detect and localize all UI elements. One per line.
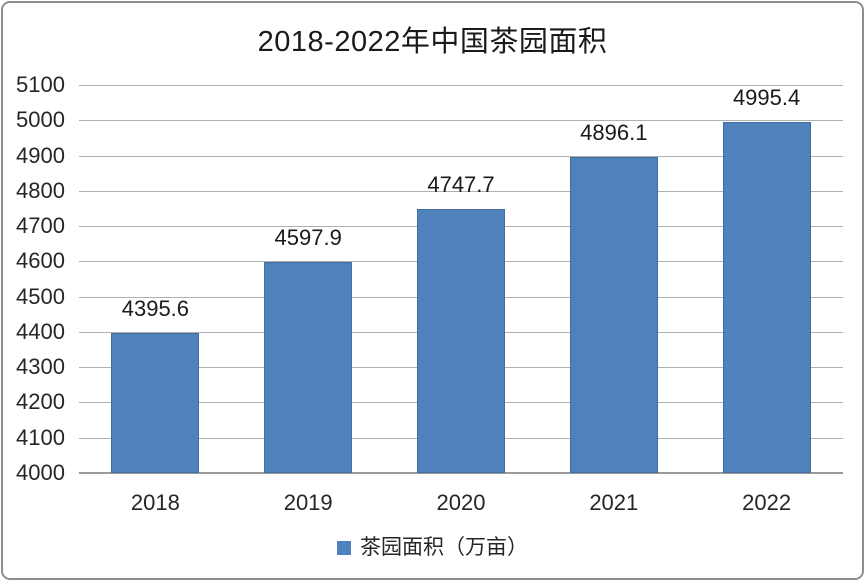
x-tick-label: 2022: [742, 490, 792, 515]
y-tick-label: 4600: [16, 248, 65, 274]
bar-2018: [111, 333, 200, 473]
y-tick-label: 4100: [16, 424, 65, 450]
y-tick-label: 5000: [16, 107, 65, 133]
x-tick-label: 2019: [283, 490, 333, 515]
bar-2021: [569, 156, 658, 473]
gridline: [79, 155, 843, 157]
x-axis-line: [79, 472, 843, 474]
x-axis: 2018 2019 2020 2021 2022: [79, 489, 843, 517]
chart-title: 2018-2022年中国茶园面积: [257, 26, 608, 58]
x-tick-label: 2018: [130, 490, 180, 515]
bar-2022: [722, 121, 811, 473]
legend: 茶园面积（万亩）: [3, 535, 862, 561]
bar-2019: [264, 262, 353, 473]
bar-value-label: 4597.9: [274, 225, 342, 251]
legend-swatch-icon: [337, 541, 351, 555]
gridline: [79, 85, 843, 86]
y-tick-label: 4200: [16, 389, 65, 415]
y-tick-label: 4900: [16, 142, 65, 168]
y-tick-label: 4400: [16, 318, 65, 344]
bar-value-label: 4995.4: [732, 84, 801, 110]
y-tick-label: 4500: [16, 283, 65, 309]
legend-label: 茶园面积（万亩）: [360, 536, 528, 559]
y-tick-label: 4000: [16, 460, 65, 485]
x-tick-label: 2021: [589, 490, 639, 515]
bar-2020: [417, 209, 505, 473]
bar-value-label: 4896.1: [580, 119, 648, 145]
bar-value-label: 4395.6: [121, 296, 190, 322]
plot-area: 4395.6 4597.9 4747.7 4896.1 4995.4: [79, 84, 843, 474]
y-tick-label: 4800: [16, 177, 65, 203]
gridline: [79, 120, 843, 122]
x-tick-label: 2020: [436, 490, 486, 515]
y-tick-label: 5100: [16, 72, 65, 97]
y-tick-label: 4700: [16, 213, 65, 239]
gridline: [79, 190, 843, 192]
y-axis: 4000 4100 4200 4300 4400 4500 4600 4700 4800 4900…: [3, 3, 65, 578]
y-tick-label: 4300: [16, 354, 65, 380]
chart-canvas: 2018-2022年中国茶园面积 4395.6 4597.9 4747.7 4896.…: [3, 3, 862, 578]
bar-value-label: 4747.7: [427, 172, 495, 198]
